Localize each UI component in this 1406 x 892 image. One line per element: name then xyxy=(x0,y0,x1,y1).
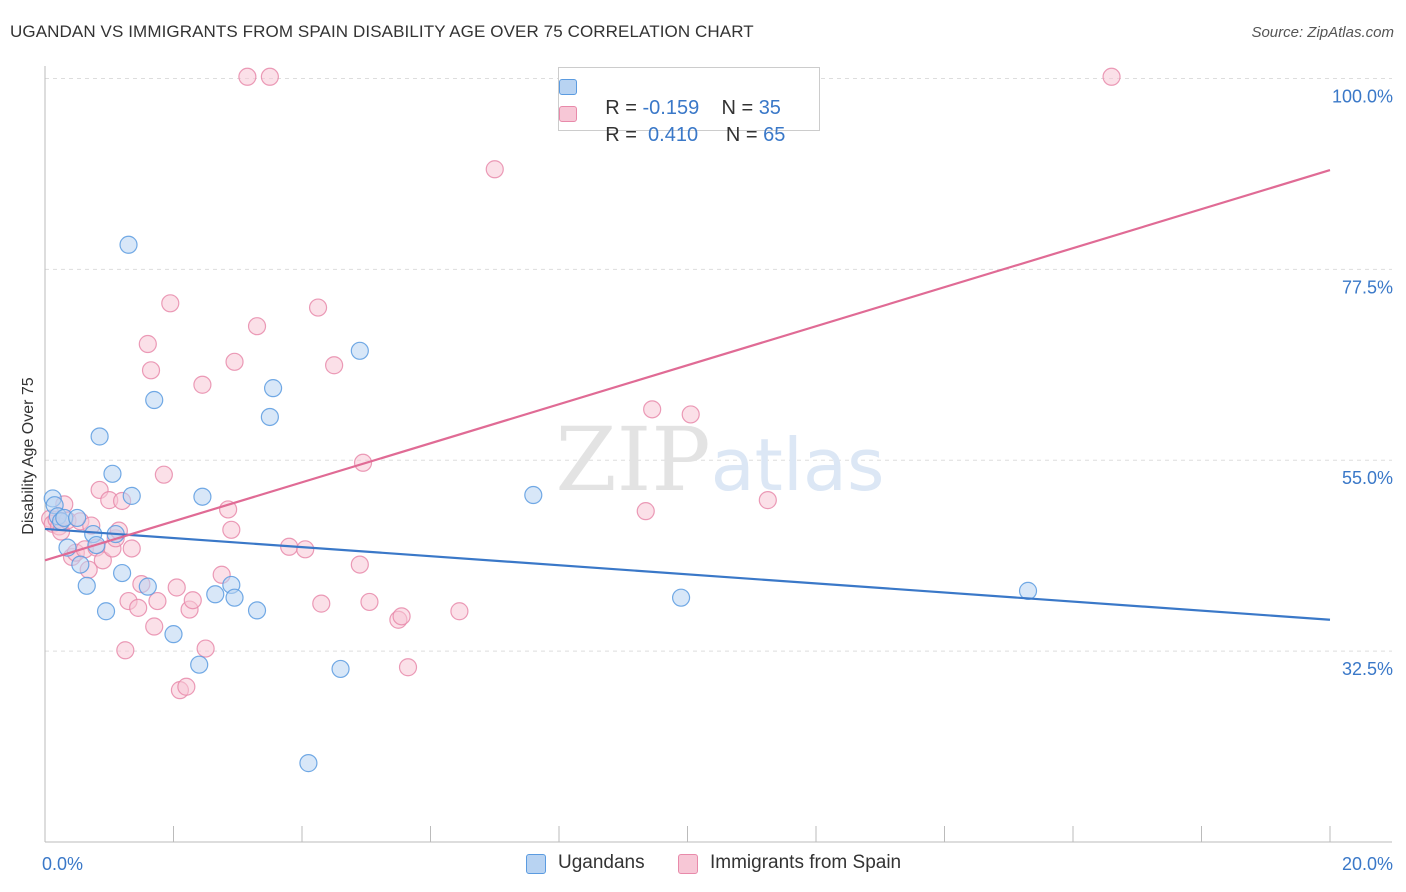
stats-swatch-ugandans xyxy=(559,79,577,95)
spain-point-63 xyxy=(758,491,777,510)
ugandans-point-34 xyxy=(1018,581,1038,600)
legend-swatch-ugandans xyxy=(526,854,546,874)
ugandans-point-31 xyxy=(350,341,369,360)
y-axis-label: Disability Age Over 75 xyxy=(20,377,37,535)
spain-point-55 xyxy=(392,607,411,626)
spain-point-58 xyxy=(485,160,504,179)
ugandans-point-13 xyxy=(103,464,122,483)
ugandans-point-6 xyxy=(68,508,87,528)
spain-point-44 xyxy=(247,317,267,336)
spain-point-60 xyxy=(636,502,655,521)
spain-point-43 xyxy=(238,67,257,86)
ugandans-point-16 xyxy=(119,235,138,254)
trend-line-spain xyxy=(44,169,1331,562)
spain-point-37 xyxy=(193,375,212,394)
series-spain-points xyxy=(41,67,1121,700)
spain-point-56 xyxy=(398,658,418,677)
spain-point-36 xyxy=(183,591,202,610)
ugandans-point-12 xyxy=(96,602,116,621)
watermark: ZIPatlas xyxy=(555,408,884,511)
stats-swatch-spain xyxy=(559,106,577,122)
y-tick-labels: 100.0% 77.5% 55.0% 32.5% xyxy=(1332,86,1393,679)
ugandans-point-18 xyxy=(138,577,157,596)
ugandans-point-22 xyxy=(193,487,212,506)
spain-point-34 xyxy=(177,677,196,696)
ugandans-point-23 xyxy=(206,585,225,604)
spain-point-45 xyxy=(260,67,279,86)
ugandans-point-33 xyxy=(671,588,691,607)
ugandans-point-17 xyxy=(122,486,141,505)
ugandans-point-29 xyxy=(299,754,318,773)
ugandans-point-11 xyxy=(90,427,109,446)
y-tick-label-0: 100.0% xyxy=(1332,86,1393,106)
spain-point-23 xyxy=(122,539,141,558)
watermark-zip: ZIP xyxy=(555,408,710,511)
x-tick-labels: 0.0% 20.0% xyxy=(42,854,1393,874)
trend-line-ugandans xyxy=(44,527,1331,621)
watermark-atlas: atlas xyxy=(711,423,885,507)
spain-point-38 xyxy=(196,639,215,658)
ugandans-point-28 xyxy=(263,379,283,398)
trend-lines xyxy=(44,169,1331,621)
spain-point-28 xyxy=(145,617,164,636)
spain-point-62 xyxy=(681,405,700,424)
spain-point-41 xyxy=(222,520,241,539)
ugandans-point-20 xyxy=(164,625,183,644)
spain-point-31 xyxy=(161,294,180,313)
y-tick-label-2: 55.0% xyxy=(1342,468,1393,488)
stats-row-spain: R = 0.410 N = 65 xyxy=(559,101,785,146)
chart-source: Source: ZipAtlas.com xyxy=(1251,24,1394,41)
x-tick-label-max: 20.0% xyxy=(1342,854,1393,874)
y-tick-label-1: 77.5% xyxy=(1342,277,1393,297)
spain-point-48 xyxy=(308,298,328,317)
ugandans-r-value: -0.159 xyxy=(642,97,700,119)
gridlines xyxy=(45,77,1392,652)
spain-point-15 xyxy=(93,551,112,570)
spain-point-61 xyxy=(643,400,662,419)
spain-point-42 xyxy=(225,352,244,371)
ugandans-point-26 xyxy=(247,601,267,620)
spain-point-26 xyxy=(138,334,157,354)
spain-n-value: 65 xyxy=(763,124,786,146)
spain-r-value: 0.410 xyxy=(648,124,699,146)
spain-point-47 xyxy=(296,540,315,559)
ugandans-point-27 xyxy=(260,407,279,427)
spain-point-27 xyxy=(141,361,161,380)
ugandans-point-32 xyxy=(524,485,543,505)
x-tick-label-min: 0.0% xyxy=(42,854,83,874)
spain-point-51 xyxy=(350,555,369,574)
series-ugandans-points xyxy=(43,235,1038,773)
spain-point-57 xyxy=(450,602,469,621)
legend: Ugandans Immigrants from Spain xyxy=(0,852,1406,880)
ugandans-point-19 xyxy=(145,390,164,410)
spain-point-30 xyxy=(154,465,173,484)
ugandans-point-25 xyxy=(225,588,244,607)
spain-point-49 xyxy=(312,594,331,613)
ugandans-point-7 xyxy=(71,555,90,574)
spain-point-50 xyxy=(325,356,344,375)
ugandans-point-15 xyxy=(112,563,132,583)
y-tick-label-3: 32.5% xyxy=(1342,659,1393,679)
ugandans-point-21 xyxy=(190,655,209,674)
legend-swatch-spain xyxy=(678,854,698,874)
stats-row-ugandans: R = -0.159 N = 35 xyxy=(559,74,781,119)
axes xyxy=(44,66,1392,843)
spain-point-21 xyxy=(116,641,135,660)
ugandans-point-30 xyxy=(331,659,350,679)
spain-point-53 xyxy=(360,592,379,612)
stats-box: R = -0.159 N = 35 R = 0.410 N = 65 xyxy=(558,67,820,146)
spain-point-32 xyxy=(167,578,186,597)
spain-point-24 xyxy=(129,598,148,617)
ugandans-n-value: 35 xyxy=(758,97,781,119)
spain-point-29 xyxy=(148,591,167,611)
spain-point-64 xyxy=(1102,67,1121,86)
ugandans-point-8 xyxy=(77,576,96,595)
chart-title: UGANDAN VS IMMIGRANTS FROM SPAIN DISABIL… xyxy=(10,22,754,41)
